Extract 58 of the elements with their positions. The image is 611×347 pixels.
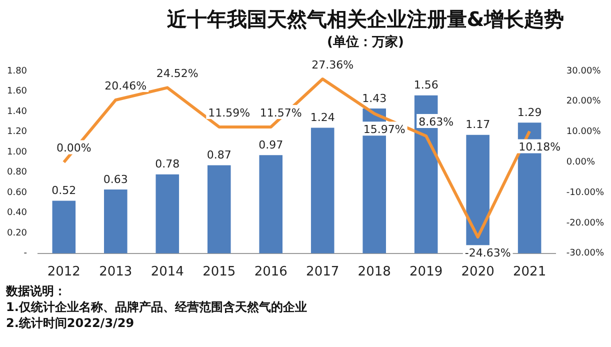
y-tick-label: 1.60 [6,86,28,97]
data-label: 11.59% [208,106,250,120]
y2-tick-label: 10.00% [566,127,602,138]
text: 1.仅统计企业名称、品牌产品、经营范围含天然气的企业 [6,299,308,315]
data-label: 0.52 [52,184,76,198]
y-tick-label: 0.60 [6,188,28,198]
data-label: 10.18% [518,140,561,154]
data-label: 15.97% [363,123,406,136]
x-tick-label: 2013 [99,264,132,280]
chart-subtitle: (单位：万家) [326,34,405,51]
x-tick-label: 2019 [410,264,443,280]
data-label: 1.43 [362,92,387,105]
bar [52,200,76,254]
y-tick-label: 1.00 [6,147,28,158]
y2-tick-label: -20.00% [566,218,604,228]
x-tick-label: 2015 [202,264,236,280]
y-tick-label: 0.20 [6,228,28,238]
data-label: 27.36% [312,58,354,72]
bar [259,155,283,254]
y-tick-label: - [24,248,28,259]
text: 2.统计时间2022/3/29 [6,315,136,331]
data-label: -24.63% [464,246,511,260]
data-label: 0.87 [206,148,232,162]
x-tick-label: 2018 [358,264,391,280]
y2-tick-label: 0.00% [566,158,596,168]
bar [207,165,231,254]
data-label: 1.24 [310,111,335,124]
data-label: 0.78 [155,158,180,171]
y-tick-label: 0.40 [6,208,28,218]
data-label: 0.00% [56,142,92,155]
data-label: 20.46% [104,79,147,92]
y-tick-label: 1.20 [6,127,28,138]
data-label: 24.52% [156,67,198,80]
bar [104,190,128,254]
data-label: 8.63% [418,115,454,128]
y2-tick-label: -30.00% [566,248,604,259]
x-tick-label: 2016 [254,264,288,280]
x-tick-label: 2017 [306,264,340,280]
y-tick-label: 1.40 [6,106,28,117]
y-tick-label: 0.80 [6,168,28,178]
y2-tick-label: -10.00% [566,188,604,198]
data-label: 0.97 [258,138,284,152]
y2-tick-label: 20.00% [566,96,602,107]
data-label: 11.57% [260,106,302,120]
data-label: 0.63 [103,172,128,186]
bar [156,174,180,254]
text: 数据说明： [6,283,67,299]
x-tick-label: 2021 [513,264,546,280]
x-tick-label: 2014 [150,264,184,280]
data-label: 1.56 [414,78,438,92]
bar [310,128,334,254]
y2-tick-label: 30.00% [566,66,602,76]
y-tick-label: 1.80 [6,66,28,76]
data-label: 1.29 [517,106,542,120]
x-tick-label: 2012 [47,264,80,280]
data-label: 1.17 [466,118,490,132]
x-tick-label: 2020 [461,264,494,280]
chart-title: 近十年我国天然气相关企业注册量&增长趋势 [166,6,566,33]
